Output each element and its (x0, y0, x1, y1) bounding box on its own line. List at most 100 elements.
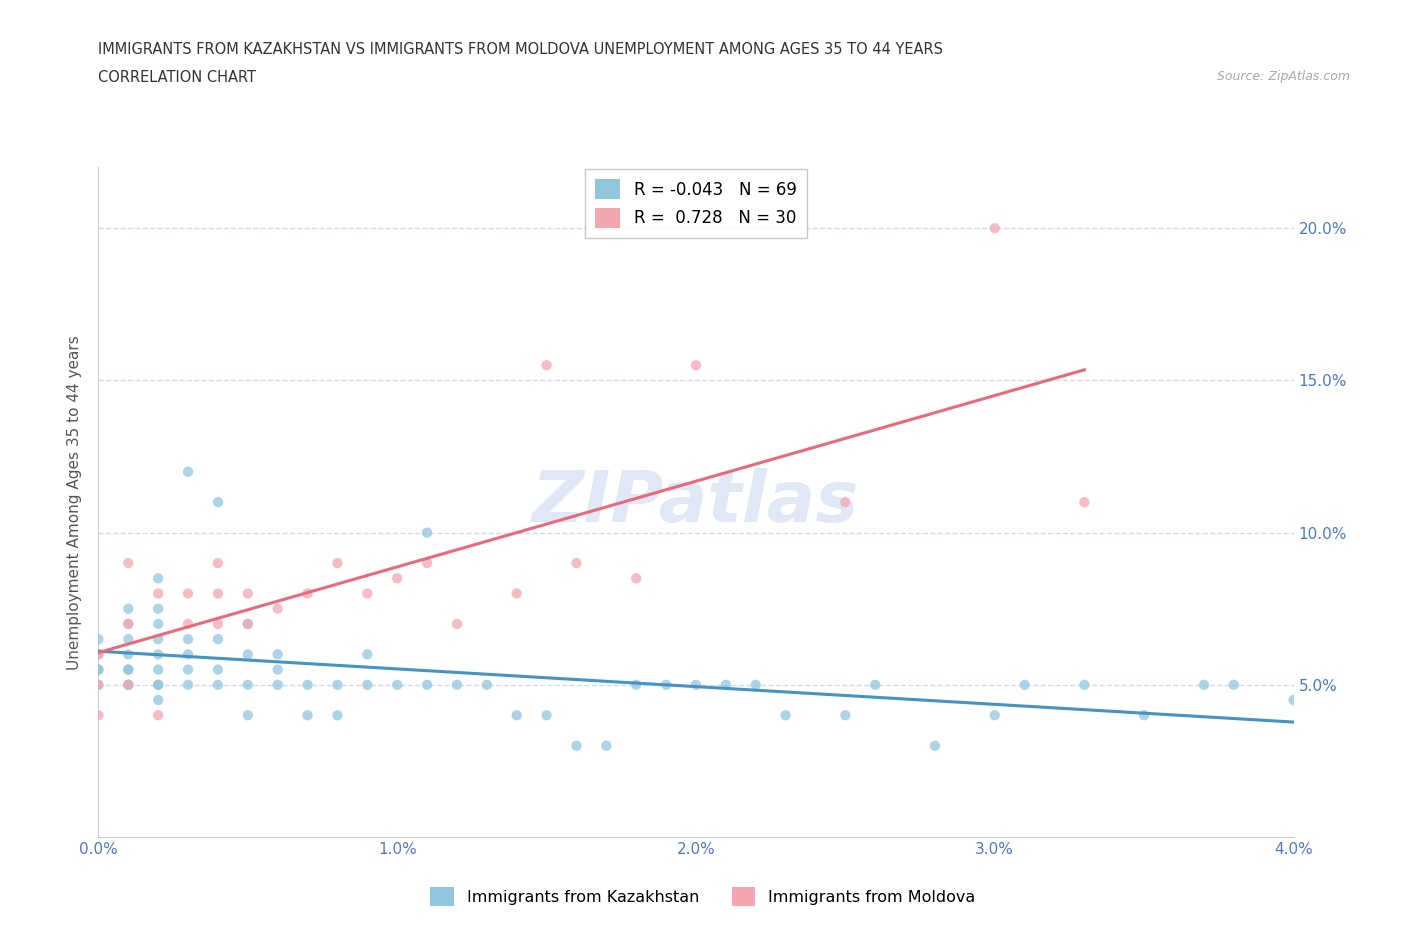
Point (87, 647, 110, 662)
Point (87, 708, 110, 723)
Point (117, 602, 139, 617)
Text: IMMIGRANTS FROM KAZAKHSTAN VS IMMIGRANTS FROM MOLDOVA UNEMPLOYMENT AMONG AGES 35: IMMIGRANTS FROM KAZAKHSTAN VS IMMIGRANTS… (98, 42, 943, 57)
Point (87, 662, 110, 677)
Point (506, 586, 529, 601)
Point (1073, 495, 1095, 510)
Point (148, 586, 170, 601)
Point (924, 738, 946, 753)
Point (385, 571, 409, 586)
Point (1133, 708, 1156, 723)
Point (236, 708, 259, 723)
Point (87, 647, 110, 662)
Point (446, 617, 468, 631)
Point (983, 220, 1005, 235)
Point (177, 677, 200, 692)
Point (416, 525, 439, 540)
Point (267, 647, 290, 662)
Point (356, 647, 378, 662)
Point (117, 677, 139, 692)
Point (326, 555, 349, 570)
Point (87, 677, 110, 692)
Point (236, 617, 259, 631)
Point (87, 662, 110, 677)
Point (565, 738, 588, 753)
Point (1282, 693, 1305, 708)
Point (326, 677, 349, 692)
Point (207, 631, 229, 646)
Text: ZIPatlas: ZIPatlas (533, 468, 859, 537)
Point (236, 617, 259, 631)
Point (267, 602, 290, 617)
Point (177, 464, 200, 479)
Point (356, 586, 378, 601)
Point (297, 677, 319, 692)
Point (1192, 677, 1215, 692)
Point (356, 677, 378, 692)
Text: Source: ZipAtlas.com: Source: ZipAtlas.com (1216, 70, 1350, 83)
Point (207, 555, 229, 570)
Point (475, 677, 498, 692)
Point (177, 586, 200, 601)
Point (685, 358, 707, 373)
Point (148, 662, 170, 677)
Legend: Immigrants from Kazakhstan, Immigrants from Moldova: Immigrants from Kazakhstan, Immigrants f… (425, 881, 981, 912)
Point (148, 602, 170, 617)
Point (297, 586, 319, 601)
Point (236, 586, 259, 601)
Point (148, 631, 170, 646)
Point (148, 617, 170, 631)
Point (177, 631, 200, 646)
Point (834, 708, 856, 723)
Point (148, 571, 170, 586)
Point (863, 677, 886, 692)
Point (117, 617, 139, 631)
Point (775, 708, 797, 723)
Point (1014, 677, 1036, 692)
Point (87, 631, 110, 646)
Point (506, 708, 529, 723)
Point (267, 677, 290, 692)
Point (207, 586, 229, 601)
Point (117, 662, 139, 677)
Point (177, 617, 200, 631)
Legend: R = -0.043   N = 69, R =  0.728   N = 30: R = -0.043 N = 69, R = 0.728 N = 30 (585, 169, 807, 238)
Point (207, 677, 229, 692)
Point (446, 677, 468, 692)
Point (117, 555, 139, 570)
Point (236, 677, 259, 692)
Point (87, 677, 110, 692)
Point (536, 358, 558, 373)
Point (624, 571, 647, 586)
Point (117, 647, 139, 662)
Point (117, 631, 139, 646)
Point (148, 693, 170, 708)
Point (745, 677, 768, 692)
Point (117, 677, 139, 692)
Point (624, 677, 647, 692)
Point (1073, 677, 1095, 692)
Point (416, 555, 439, 570)
Point (148, 708, 170, 723)
Point (416, 677, 439, 692)
Point (117, 617, 139, 631)
Point (655, 677, 678, 692)
Point (177, 662, 200, 677)
Point (207, 617, 229, 631)
Y-axis label: Unemployment Among Ages 35 to 44 years: Unemployment Among Ages 35 to 44 years (67, 335, 83, 670)
Point (385, 677, 409, 692)
Point (595, 738, 617, 753)
Point (685, 677, 707, 692)
Point (326, 708, 349, 723)
Point (148, 677, 170, 692)
Point (148, 677, 170, 692)
Point (236, 647, 259, 662)
Point (983, 708, 1005, 723)
Point (565, 555, 588, 570)
Point (834, 495, 856, 510)
Point (148, 647, 170, 662)
Point (207, 662, 229, 677)
Point (177, 647, 200, 662)
Point (1222, 677, 1246, 692)
Point (207, 495, 229, 510)
Point (267, 662, 290, 677)
